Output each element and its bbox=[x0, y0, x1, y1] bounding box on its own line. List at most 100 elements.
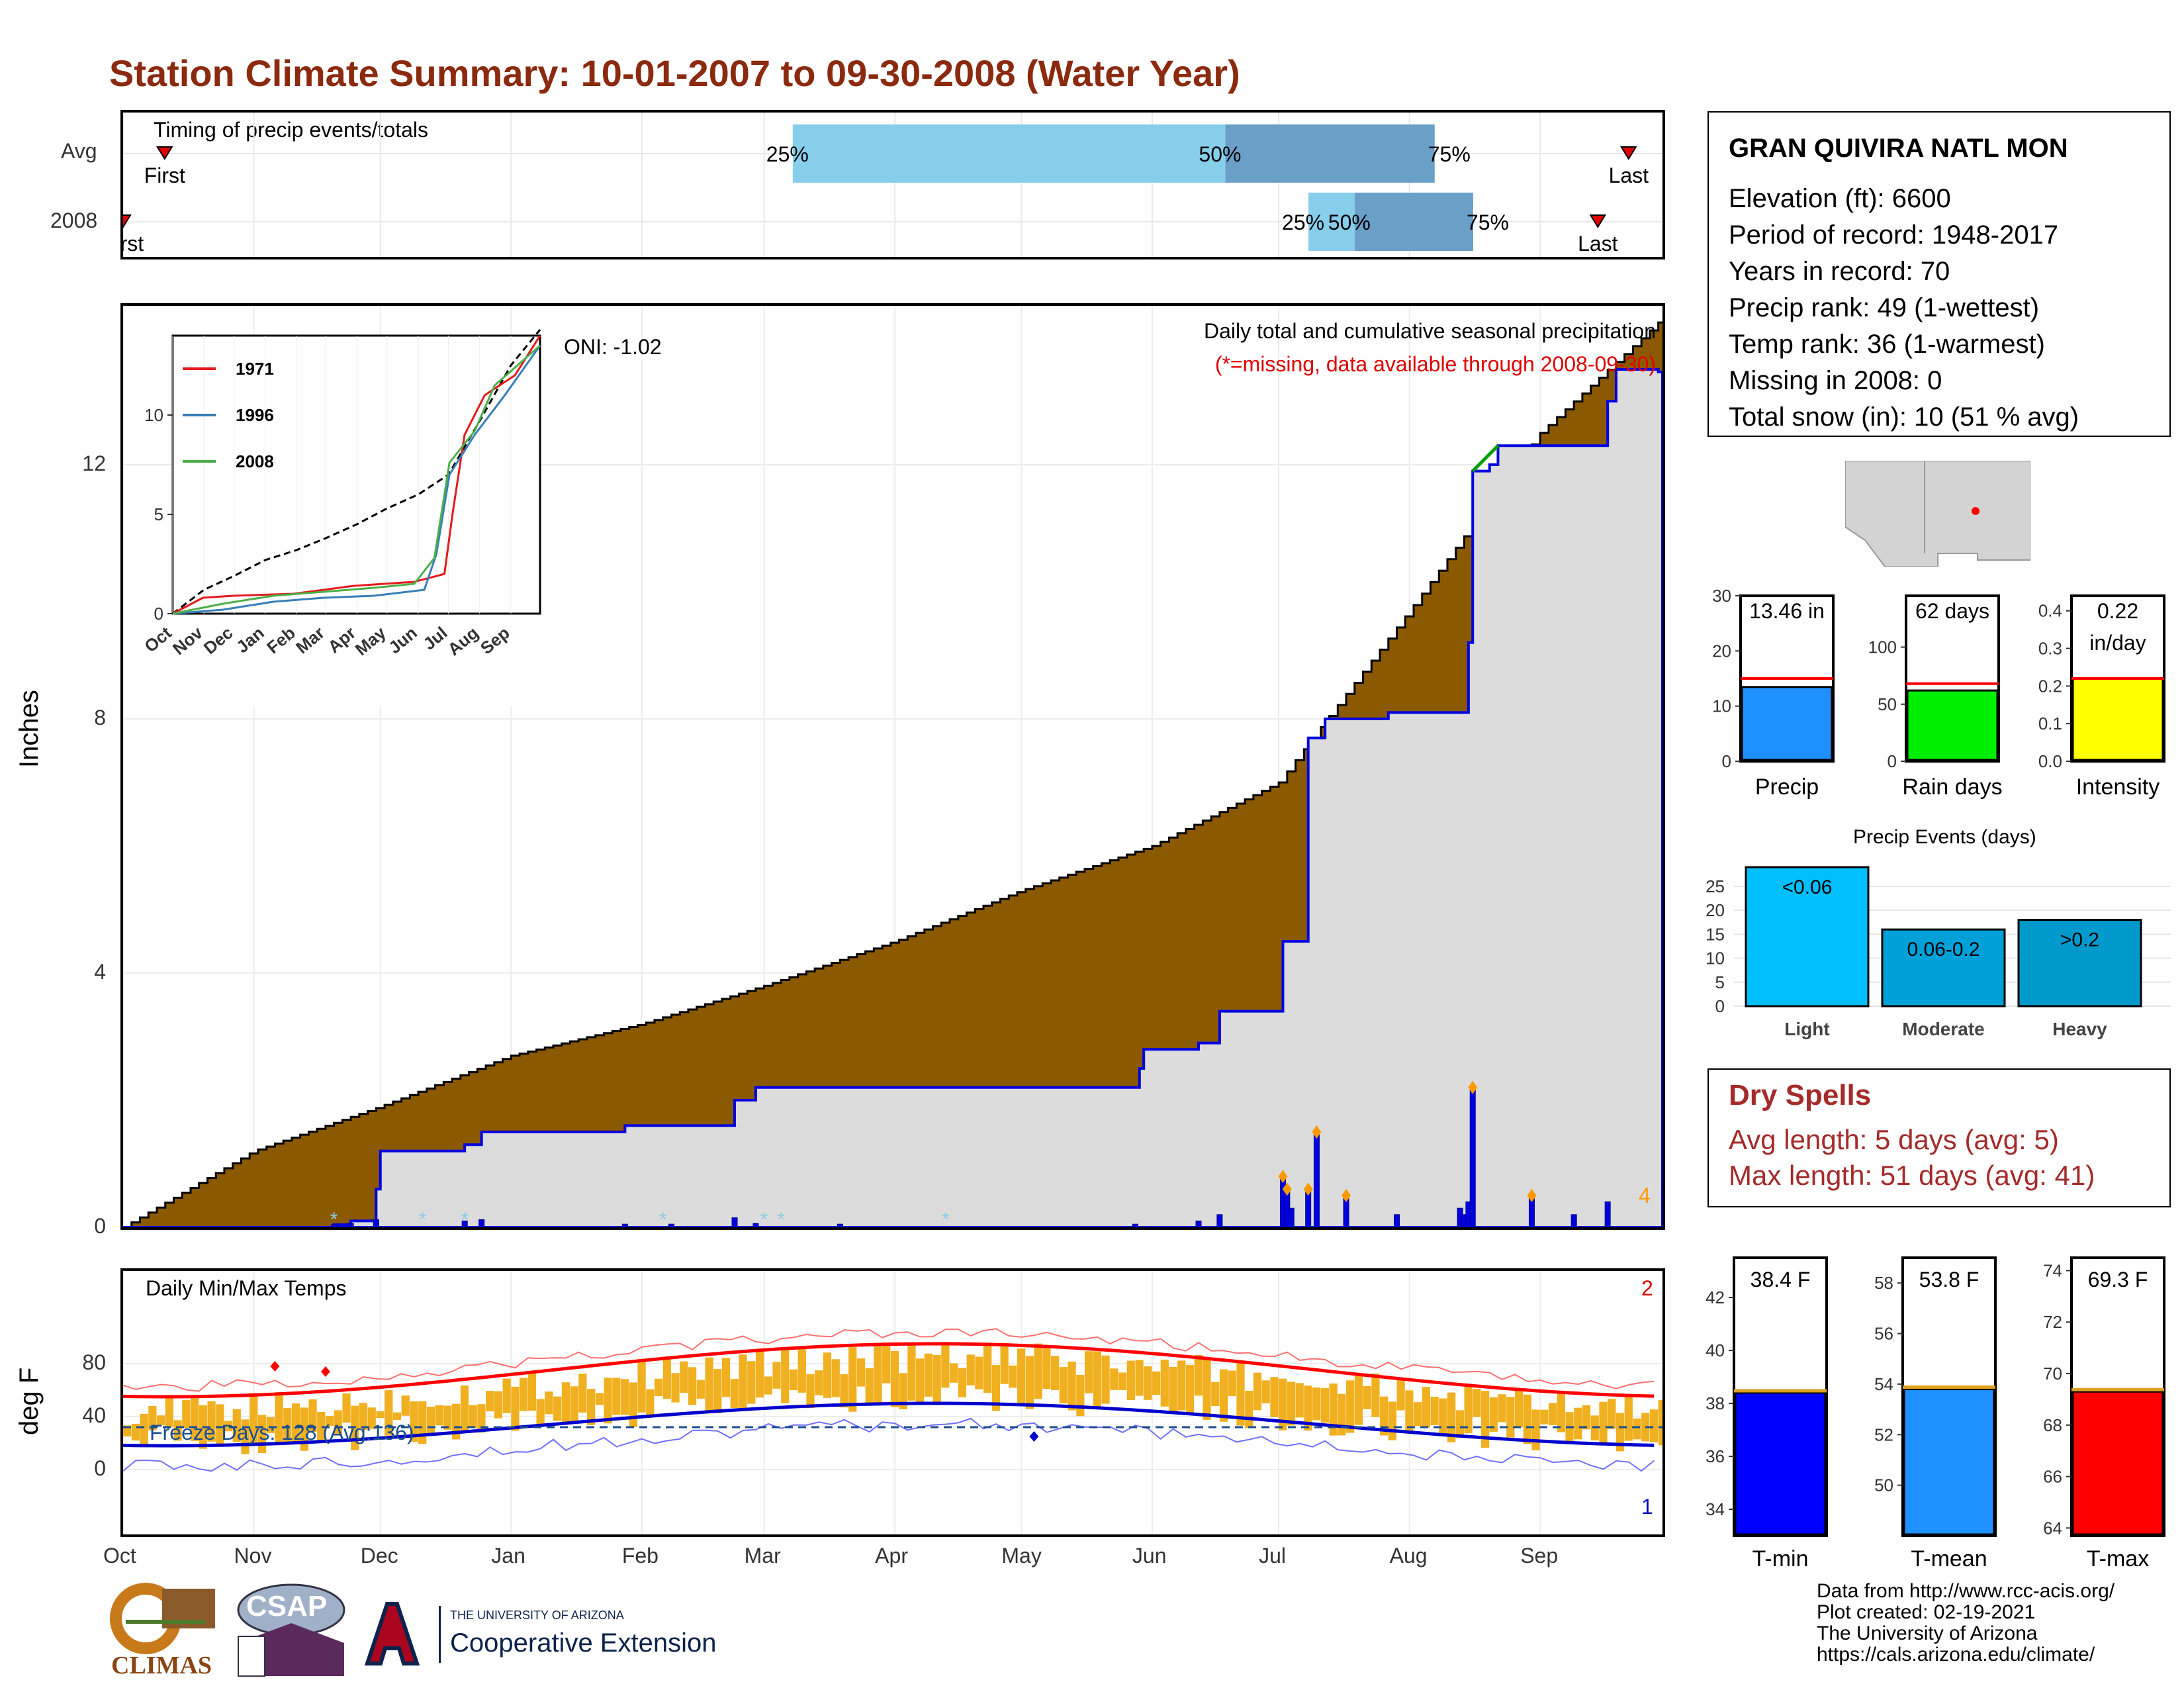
temp-daily-bar bbox=[696, 1380, 705, 1399]
timing-row-label-2008: 2008 bbox=[50, 209, 98, 232]
temp-daily-bar bbox=[1380, 1396, 1388, 1436]
inset-xtick: Aug bbox=[444, 623, 482, 659]
temp-daily-bar bbox=[924, 1353, 933, 1397]
daily-precip-bar bbox=[1604, 1201, 1611, 1227]
mini-bar-ytick: 50 bbox=[1878, 694, 1897, 714]
csap-logo-text: CSAP bbox=[246, 1590, 328, 1622]
timing-bar-q2 bbox=[1308, 193, 1355, 251]
temp-bar-value bbox=[2071, 1390, 2164, 1536]
temp-daily-bar bbox=[1557, 1393, 1565, 1432]
temp-bar-value-label: 69.3 F bbox=[2088, 1268, 2148, 1291]
temp-daily-bar bbox=[1084, 1351, 1093, 1393]
temp-daily-bar bbox=[266, 1417, 275, 1433]
record-low-diamond-icon bbox=[1029, 1431, 1039, 1442]
temp-daily-bar bbox=[1287, 1382, 1296, 1426]
temp-daily-bar bbox=[1059, 1367, 1068, 1404]
missing-star-icon: * bbox=[330, 1209, 338, 1227]
temp-daily-bar bbox=[426, 1406, 435, 1434]
mini-bar-value-label: 62 days bbox=[1915, 599, 1989, 623]
temp-daily-bar bbox=[1312, 1387, 1321, 1421]
csap-logo-mark bbox=[237, 1583, 345, 1677]
station-name: GRAN QUIVIRA NATL MON bbox=[1729, 134, 2068, 163]
station-precip-rank: Precip rank: 49 (1-wettest) bbox=[1729, 293, 2040, 322]
events-bar-label: <0.06 bbox=[1782, 876, 1833, 898]
temp-daily-bar bbox=[1574, 1407, 1582, 1440]
record-high-diamond-icon bbox=[320, 1366, 330, 1377]
temp-daily-bar bbox=[916, 1358, 925, 1403]
events-category-label: Moderate bbox=[1902, 1019, 1984, 1039]
temp-daily-bar bbox=[250, 1393, 258, 1445]
month-xtick: Sep bbox=[1520, 1544, 1559, 1568]
inset-legend-label: 1971 bbox=[236, 359, 274, 379]
temp-daily-bar bbox=[1093, 1351, 1101, 1407]
daily-precip-bar bbox=[731, 1217, 738, 1227]
avg-min-line bbox=[123, 1401, 1655, 1448]
month-xtick: Mar bbox=[744, 1544, 781, 1568]
events-category-label: Light bbox=[1784, 1019, 1829, 1039]
heavy-event-diamond-icon bbox=[1527, 1189, 1537, 1202]
temp-bar-ytick: 56 bbox=[1874, 1324, 1893, 1344]
mini-bar-ytick: 0.4 bbox=[2038, 601, 2062, 621]
temp-daily-bar bbox=[1261, 1380, 1270, 1404]
mini-bar-category-label: Precip bbox=[1755, 774, 1819, 800]
daily-precip-bar bbox=[461, 1220, 468, 1227]
temp-daily-bar bbox=[1439, 1398, 1447, 1434]
temp-daily-bar bbox=[781, 1348, 790, 1403]
daily-precip-bar bbox=[752, 1223, 759, 1227]
mini-bar-ytick: 30 bbox=[1712, 586, 1731, 606]
daily-precip-bar bbox=[331, 1224, 338, 1227]
temp-daily-bar bbox=[874, 1342, 882, 1406]
first-marker-icon bbox=[156, 146, 173, 160]
temp-daily-bar bbox=[654, 1378, 663, 1396]
month-xtick: Jun bbox=[1132, 1544, 1167, 1568]
temp-daily-bar bbox=[1304, 1385, 1312, 1431]
temp-daily-bar bbox=[1363, 1385, 1371, 1409]
temp-daily-bar bbox=[586, 1389, 596, 1425]
temp-daily-bar bbox=[764, 1376, 772, 1395]
temp-bar-category-label: T-max bbox=[2087, 1546, 2149, 1571]
temp-daily-bar bbox=[123, 1425, 132, 1436]
freeze-days-text: Freeze Days: 128 (Avg:136) bbox=[150, 1421, 414, 1444]
events-ytick: 25 bbox=[1706, 876, 1725, 896]
temp-daily-bar bbox=[950, 1363, 958, 1383]
temp-daily-bar bbox=[1068, 1361, 1076, 1411]
mini-bar-ytick: 100 bbox=[1868, 637, 1897, 657]
temp-daily-bar bbox=[1624, 1396, 1633, 1441]
oni-value: ONI: -1.02 bbox=[564, 335, 662, 359]
temp-daily-bar bbox=[1169, 1366, 1177, 1414]
daily-precip-bar bbox=[373, 1219, 379, 1227]
temp-daily-bar bbox=[1354, 1374, 1363, 1425]
temp-daily-bar bbox=[1396, 1379, 1405, 1411]
month-xtick: Nov bbox=[234, 1544, 272, 1568]
precip-events-svg: 0 5 10 15 20 25 <0.06 Light 0.06-0.2 Moderate >0.2… bbox=[1706, 866, 2171, 1039]
inset-xtick: Jun bbox=[385, 623, 421, 658]
temp-daily-bar bbox=[789, 1369, 798, 1390]
timing-label-50: 50% bbox=[1328, 211, 1371, 234]
climas-logo-mark bbox=[110, 1583, 215, 1654]
temp-bar-ytick: 40 bbox=[1706, 1340, 1725, 1360]
temp-daily-bar bbox=[182, 1399, 191, 1429]
temp-daily-bar bbox=[1245, 1391, 1253, 1429]
temp-daily-bar bbox=[629, 1382, 637, 1428]
timing-row-label-avg: Avg bbox=[61, 139, 97, 163]
mini-bar-ytick: 0.1 bbox=[2038, 714, 2062, 733]
inset-xtick: Dec bbox=[200, 623, 237, 659]
temp-daily-bar bbox=[1371, 1373, 1380, 1417]
temp-bar-category-label: T-mean bbox=[1911, 1546, 1987, 1571]
temp-daily-bar bbox=[308, 1399, 317, 1432]
temp-daily-bar bbox=[612, 1378, 621, 1415]
location-map bbox=[1845, 461, 2030, 567]
temp-daily-bar bbox=[418, 1401, 427, 1444]
station-info-box: GRAN QUIVIRA NATL MON Elevation (ft): 66… bbox=[1707, 111, 2171, 437]
ua-divider bbox=[439, 1606, 441, 1663]
temp-daily-bar bbox=[831, 1359, 840, 1397]
daily-precip-bar bbox=[347, 1223, 354, 1227]
last-marker-icon bbox=[1620, 146, 1637, 160]
inset-legend-label: 2008 bbox=[236, 451, 274, 471]
timing-label-50: 50% bbox=[1199, 142, 1241, 166]
temp-daily-bar bbox=[1025, 1356, 1034, 1409]
daily-precip-bar bbox=[668, 1223, 674, 1227]
daily-precip-bar bbox=[1132, 1223, 1138, 1227]
temp-daily-bar bbox=[730, 1379, 739, 1408]
climas-logo: CLIMAS bbox=[99, 1582, 218, 1681]
